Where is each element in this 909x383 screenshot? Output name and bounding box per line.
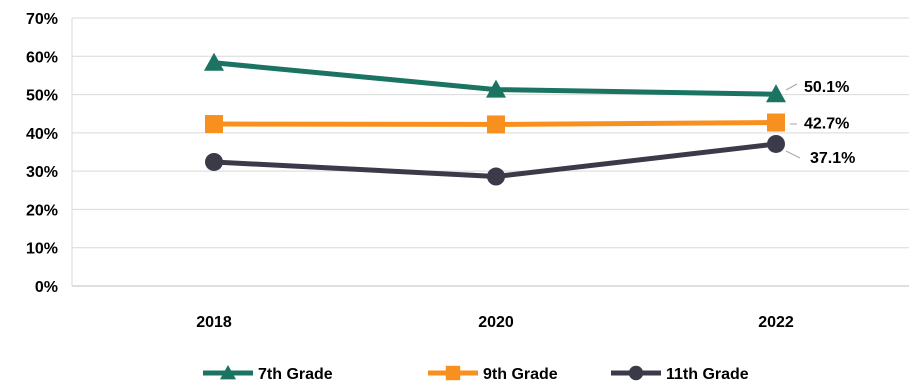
data-point-square bbox=[487, 115, 505, 134]
data-label: 42.7% bbox=[804, 116, 849, 133]
legend: 7th Grade 9th Grade 11th Grade bbox=[203, 365, 749, 383]
x-tick-label: 2020 bbox=[478, 314, 514, 331]
x-axis: 2018 2020 2022 bbox=[196, 314, 794, 331]
y-tick-label: 70% bbox=[26, 11, 58, 28]
legend-label: 11th Grade bbox=[666, 366, 749, 383]
y-tick-label: 0% bbox=[35, 279, 58, 296]
data-label: 50.1% bbox=[804, 79, 849, 96]
legend-label: 9th Grade bbox=[483, 366, 558, 383]
series-group bbox=[204, 52, 786, 186]
gridlines bbox=[71, 17, 909, 287]
y-tick-label: 50% bbox=[26, 88, 58, 105]
y-tick-label: 30% bbox=[26, 164, 58, 181]
data-point-circle bbox=[205, 152, 223, 171]
data-label: 37.1% bbox=[810, 150, 855, 167]
data-point-square bbox=[445, 365, 461, 381]
data-point-triangle bbox=[766, 84, 786, 103]
data-point-square bbox=[767, 113, 785, 132]
y-tick-label: 40% bbox=[26, 126, 58, 143]
x-tick-label: 2018 bbox=[196, 314, 232, 331]
y-tick-label: 10% bbox=[26, 241, 58, 258]
data-point-circle bbox=[767, 134, 785, 153]
data-point-circle bbox=[487, 167, 505, 186]
legend-label: 7th Grade bbox=[258, 366, 333, 383]
y-axis: 0% 10% 20% 30% 40% 50% 60% 70% bbox=[26, 11, 58, 296]
data-point-circle bbox=[628, 365, 644, 381]
data-point-square bbox=[205, 115, 223, 134]
data-point-triangle bbox=[220, 365, 236, 380]
data-label-leader bbox=[785, 83, 798, 91]
data-point-triangle bbox=[204, 52, 224, 71]
data-point-triangle bbox=[486, 79, 506, 98]
y-tick-label: 20% bbox=[26, 202, 58, 219]
x-tick-label: 2022 bbox=[758, 314, 794, 331]
data-label-leader bbox=[785, 150, 801, 159]
y-tick-label: 60% bbox=[26, 49, 58, 66]
data-labels: 50.1% 42.7% 37.1% bbox=[785, 79, 855, 167]
